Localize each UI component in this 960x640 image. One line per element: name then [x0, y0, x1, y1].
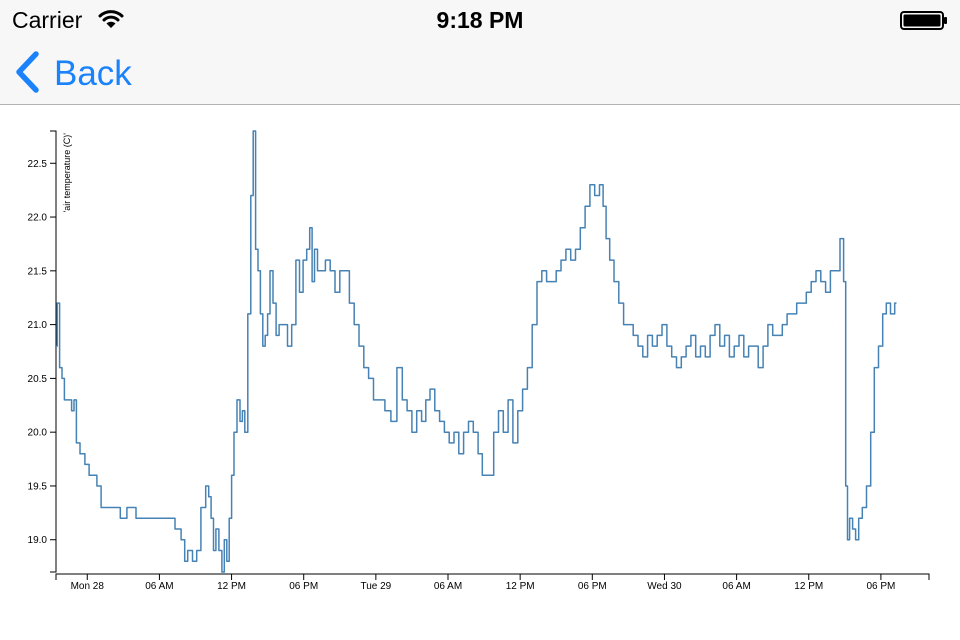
y-tick-label: 19.5: [28, 481, 48, 492]
chevron-left-icon: [14, 50, 42, 99]
back-label: Back: [54, 54, 132, 93]
x-axis: Mon 28 06 AM 12 PM 06 PM Tue 29 06 AM 12 PM 06 …: [55, 573, 930, 592]
x-tick-label: 06 PM: [578, 581, 607, 592]
status-bar: Carrier 9:18 PM: [0, 0, 960, 40]
y-axis-domain: [50, 130, 57, 573]
y-tick-label: 19.0: [28, 535, 48, 546]
status-time: 9:18 PM: [436, 7, 524, 33]
temperature-chart: 19.0 19.5 20.0 20.5 21.0 21.5 22.0 22.5 Mon 28 0…: [28, 130, 930, 592]
x-tick-label: 12 PM: [506, 581, 535, 592]
x-tick-label: 06 AM: [434, 581, 462, 592]
battery-icon: [900, 11, 948, 36]
x-tick-label: Mon 28: [71, 581, 105, 592]
y-tick-label: 22.5: [28, 159, 48, 170]
y-tick-label: 21.5: [28, 266, 48, 277]
temperature-series-line: [56, 130, 897, 573]
x-tick-label: 06 AM: [722, 581, 750, 592]
y-axis-label: 'air temperature (C)': [62, 133, 72, 213]
x-tick-label: 06 AM: [145, 581, 173, 592]
y-tick-label: 20.0: [28, 428, 48, 439]
x-tick-label: 06 PM: [866, 581, 895, 592]
wifi-icon: [98, 9, 124, 34]
x-tick-label: 12 PM: [217, 581, 246, 592]
y-axis: 19.0 19.5 20.0 20.5 21.0 21.5 22.0 22.5: [28, 130, 57, 573]
carrier-label: Carrier: [12, 7, 83, 33]
x-tick-label: Wed 30: [647, 581, 682, 592]
navigation-bar: Back: [0, 40, 960, 105]
y-tick-label: 22.0: [28, 213, 48, 224]
x-tick-label: Tue 29: [360, 581, 391, 592]
x-axis-domain: [55, 573, 930, 580]
y-tick-label: 20.5: [28, 374, 48, 385]
x-tick-label: 06 PM: [289, 581, 318, 592]
y-tick-label: 21.0: [28, 320, 48, 331]
x-tick-label: 12 PM: [794, 581, 823, 592]
